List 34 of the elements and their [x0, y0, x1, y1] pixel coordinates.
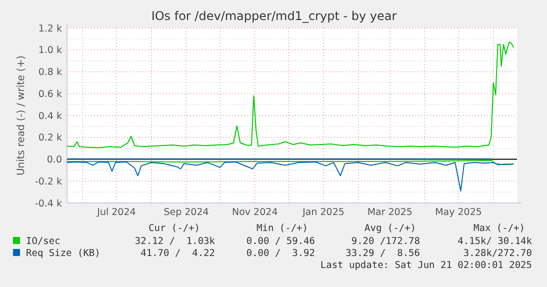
x-tick-label: Nov 2024: [232, 207, 278, 218]
text: 0.00 / 59.46: [246, 236, 316, 247]
text: 0.00 / 3.92: [246, 248, 315, 259]
text: 33.29 / 8.56: [346, 248, 420, 259]
line-series: [66, 161, 514, 192]
line-series: [66, 42, 514, 148]
y-tick-label: 1.2 k: [38, 23, 62, 34]
legend-label: IO/sec: [26, 236, 60, 247]
text: 41.70 / 4.22: [140, 248, 215, 259]
y-tick-label: 0.4 k: [38, 110, 62, 122]
y-tick-label: -0.2 k: [34, 176, 62, 188]
x-tick-label: Sep 2024: [164, 207, 209, 218]
chart-title: IOs for /dev/mapper/md1_crypt - by year: [151, 9, 397, 23]
y-tick-label: 0.6 k: [38, 88, 62, 100]
text: 32.12 / 1.03k: [134, 236, 216, 247]
x-tick-label: Jan 2025: [302, 207, 344, 218]
y-tick-label: 1.0 k: [38, 45, 62, 56]
text: Last update: Sat Jun 21 02:00:01 2025: [320, 260, 532, 271]
x-tick-label: Mar 2025: [367, 207, 412, 218]
text: Max (-/+): [474, 223, 525, 234]
text: 9.20 /172.78: [351, 236, 420, 247]
text: Avg (-/+): [364, 223, 416, 234]
text: 4.15k/ 30.14k: [458, 236, 532, 247]
y-tick-label: -0.4 k: [34, 198, 62, 210]
y-tick-label: 0.8 k: [38, 67, 62, 78]
y-axis-title: Units read (-) / write (+): [16, 55, 27, 176]
y-tick-label: 0.2 k: [38, 132, 62, 144]
x-tick-label: May 2025: [435, 207, 482, 218]
x-tick-label: Jul 2024: [96, 207, 136, 218]
text: 3.28k/272.70: [463, 248, 532, 259]
text: Min (-/+): [256, 223, 308, 234]
text: Cur (-/+): [148, 223, 200, 234]
y-tick-label: 0.0: [46, 154, 62, 166]
legend-label: Req Size (KB): [26, 248, 100, 259]
